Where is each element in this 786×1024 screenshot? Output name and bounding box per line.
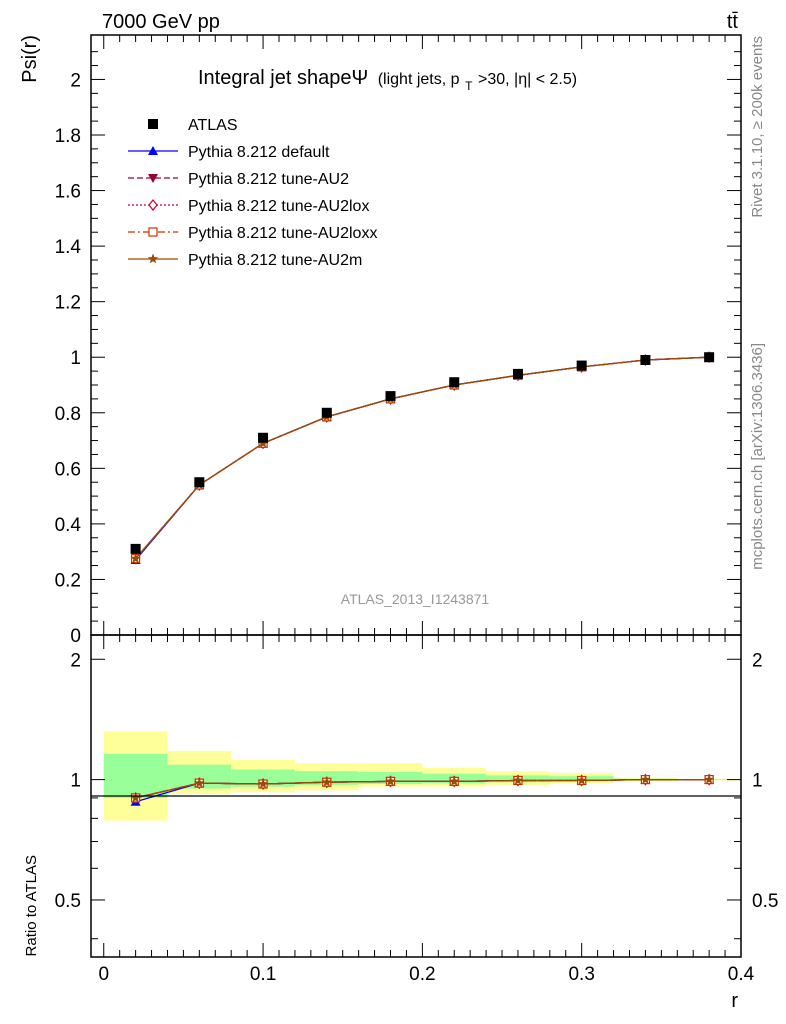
ratio-panel-frame (90, 634, 742, 958)
ratio-y-ticks: 0.5 0.5 1 1 2 2 (55, 650, 778, 940)
y-tick-label: 0.6 (55, 459, 81, 480)
x-tick-label: 0.4 (728, 964, 755, 985)
legend-marker (148, 199, 158, 211)
atlas-data-point (640, 355, 651, 365)
series-line (135, 356, 710, 560)
main-y-ticks: 0 0.2 0.4 0.6 0.8 1 1.2 1.4 1.6 1.8 2 (55, 51, 741, 647)
y-tick-label: 0.8 (55, 404, 81, 425)
series-line (135, 356, 710, 560)
main-panel: 0 0.2 0.4 0.6 0.8 1 1.2 1.4 1.6 1.8 2 Psi(r) Integ… (19, 34, 742, 647)
ratio-series-marker (257, 778, 269, 789)
rivet-version-label: Rivet 3.1.10, ≥ 200k events (749, 36, 766, 218)
y-tick-label: 1.4 (55, 237, 82, 258)
analysis-watermark: ATLAS_2013_I1243871 (341, 591, 490, 607)
y-tick-label: 0.2 (55, 570, 81, 591)
ratio-y-tick-label-left: 0.5 (55, 891, 81, 912)
chart-title-main: Integral jet shapeΨ (198, 67, 368, 89)
y-tick-label: 0.4 (55, 515, 82, 536)
ratio-series-marker (130, 792, 141, 803)
atlas-data-point (512, 368, 523, 379)
main-x-ticks (103, 35, 742, 635)
chart-title-tail: >30, |η| < 2.5) (478, 71, 577, 88)
main-y-axis-label: Psi(r) (19, 35, 41, 83)
ratio-series-marker (449, 775, 460, 786)
legend-label: Pythia 8.212 tune-AU2m (188, 252, 362, 269)
ratio-x-ticks: 0 0.1 0.2 0.3 0.4 (98, 635, 755, 985)
legend-marker (148, 227, 158, 237)
legend-label: Pythia 8.212 default (188, 144, 330, 161)
ratio-series-line (135, 778, 710, 799)
energy-label: 7000 GeV pp (102, 11, 220, 33)
y-tick-label: 2 (70, 70, 81, 91)
ratio-series (130, 773, 715, 806)
x-axis-label: r (731, 990, 738, 1012)
chart-title: Integral jet shapeΨ (light jets, p T >30… (198, 67, 577, 95)
ratio-y-tick-label-left: 1 (70, 771, 81, 792)
atlas-data-point (130, 543, 141, 554)
y-tick-label: 1 (70, 348, 81, 369)
series-line (135, 356, 710, 560)
y-tick-label: 1.8 (55, 126, 81, 147)
series-marker (257, 437, 269, 448)
legend-label: Pythia 8.212 tune-AU2 (188, 171, 349, 188)
ratio-series-marker (703, 774, 715, 785)
legend: ATLAS Pythia 8.212 default Pythia 8.212 tu… (128, 117, 377, 269)
y-tick-label: 1.6 (55, 182, 81, 203)
ratio-band-green (103, 753, 168, 798)
chart-title-subscript: T (465, 79, 473, 93)
atlas-data-point (258, 432, 269, 443)
atlas-data-point (385, 391, 396, 402)
atlas-data-point (321, 407, 332, 418)
legend-label-atlas: ATLAS (188, 117, 238, 134)
legend-marker (148, 174, 158, 183)
chart-title-suffix: (light jets, p (378, 71, 460, 88)
atlas-data-points (130, 352, 715, 554)
legend-label: Pythia 8.212 tune-AU2lox (188, 198, 369, 215)
x-tick-label: 0.2 (409, 964, 435, 985)
ratio-y-tick-label-right: 1 (752, 771, 763, 792)
atlas-data-point (194, 477, 205, 488)
ratio-series-marker (385, 775, 396, 786)
ratio-band-green (167, 764, 232, 789)
mcplots-label: mcplots.cern.ch [arXiv:1306.3436] (749, 343, 766, 570)
x-tick-label: 0 (98, 964, 109, 985)
ratio-series-marker (321, 776, 332, 787)
y-tick-label: 1.2 (55, 293, 81, 314)
ratio-y-tick-label-right: 2 (752, 650, 763, 671)
ratio-series-marker (194, 777, 205, 788)
legend-marker-atlas (148, 119, 158, 129)
x-tick-label: 0.3 (568, 964, 594, 985)
series-marker (130, 553, 141, 564)
process-label: tt̄ (727, 11, 739, 33)
legend-label: Pythia 8.212 tune-AU2loxx (188, 225, 377, 242)
ratio-y-tick-label-left: 2 (70, 650, 81, 671)
ratio-series-marker (640, 774, 651, 785)
legend-marker (148, 146, 158, 155)
legend-marker (147, 253, 159, 264)
atlas-data-point (704, 352, 715, 363)
atlas-data-point (576, 360, 587, 371)
ratio-series-marker (512, 775, 524, 785)
x-tick-label: 0.1 (250, 964, 276, 985)
ratio-series-marker (576, 775, 587, 785)
ratio-panel: 0.5 0.51 12 2 0 0.1 0.2 0.3 0.4 Ratio to ATLAS … (23, 634, 778, 1012)
y-tick-label: 0 (70, 626, 81, 647)
atlas-data-point (449, 377, 460, 388)
series-line (135, 356, 710, 560)
ratio-y-tick-label-right: 0.5 (752, 891, 778, 912)
ratio-y-axis-label: Ratio to ATLAS (23, 855, 40, 956)
series-line (135, 356, 710, 561)
main-series (130, 351, 715, 565)
